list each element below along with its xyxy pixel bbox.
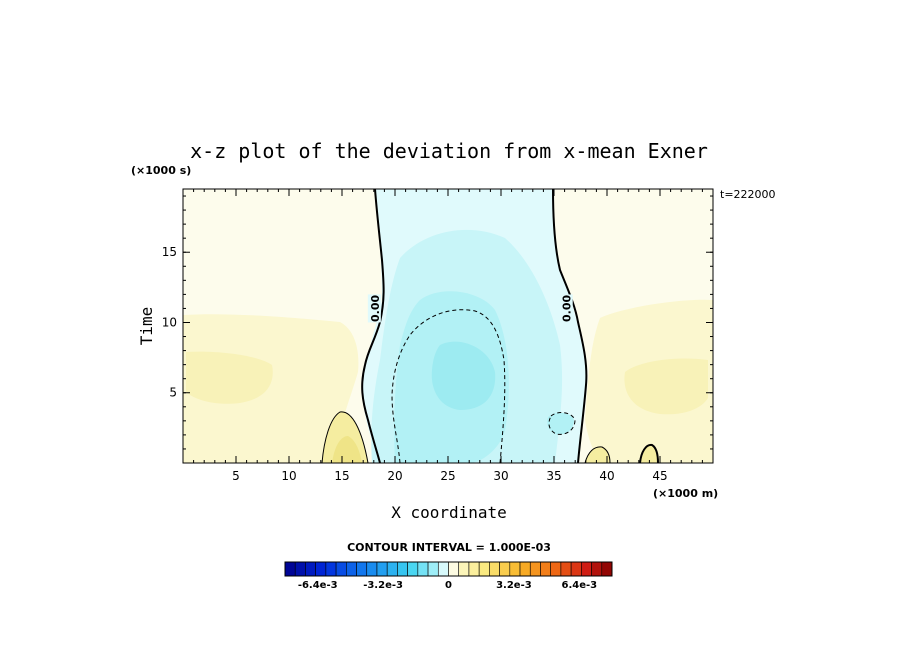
central-core — [431, 341, 496, 410]
positive-left-band — [183, 314, 359, 463]
chart-title: x-z plot of the deviation from x-mean Ex… — [190, 139, 708, 163]
colorbar — [284, 561, 613, 577]
colorbar-swatch — [335, 561, 347, 577]
colorbar-swatch — [489, 561, 500, 577]
y-tick-label: 10 — [162, 315, 177, 329]
x-tick-label: 45 — [652, 469, 667, 483]
colorbar-swatch — [458, 561, 470, 577]
plot-area — [183, 189, 713, 463]
colorbar-swatch — [550, 561, 562, 577]
colorbar-swatch — [407, 561, 419, 577]
contour-label: 0.00 — [559, 294, 574, 323]
neg-contour-small — [548, 412, 576, 435]
time-annotation: t=222000 — [720, 188, 776, 201]
colorbar-swatch — [581, 561, 592, 577]
colorbar-swatch — [356, 561, 368, 577]
colorbar-swatch — [570, 561, 582, 577]
colorbar-swatch — [519, 561, 531, 577]
x-tick-label: 25 — [440, 469, 455, 483]
colorbar-swatch — [601, 561, 613, 577]
positive-right-yellow — [624, 358, 708, 415]
colorbar-swatch — [376, 561, 388, 577]
colorbar-swatch — [346, 561, 357, 577]
colorbar-label: 0 — [445, 580, 452, 591]
colorbar-swatch — [417, 561, 429, 577]
x-tick-label: 5 — [232, 469, 240, 483]
x-tick-label: 10 — [281, 469, 296, 483]
y-axis-label: Time — [137, 307, 156, 346]
contour-label-bg — [559, 294, 573, 323]
contour-label: 0.00 — [367, 294, 382, 323]
colorbar-swatch — [591, 561, 603, 577]
colorbar-swatch — [448, 561, 460, 577]
x-tick-label: 15 — [334, 469, 349, 483]
contour-label-text: 0.00 — [561, 295, 574, 322]
colorbar-swatch — [366, 561, 378, 577]
contour-label-bg — [367, 294, 381, 323]
colorbar-swatch — [315, 561, 327, 577]
x-tick-label: 30 — [493, 469, 508, 483]
colorbar-label: 3.2e-3 — [496, 580, 532, 591]
colorbar-swatch — [305, 561, 316, 577]
colorbar-label: -6.4e-3 — [298, 580, 338, 591]
contour-interval-text: CONTOUR INTERVAL = 1.000E-03 — [347, 541, 551, 554]
right-negative-blob — [547, 412, 574, 435]
pos-contour-left-blob — [321, 411, 369, 463]
x-axis-ticks: 5 10 15 20 25 30 35 40 45 — [232, 189, 668, 483]
colorbar-swatch — [509, 561, 521, 577]
colorbar-swatch — [397, 561, 408, 577]
y-tick-label: 15 — [162, 245, 177, 259]
contour-label-text: 0.00 — [369, 295, 382, 322]
positive-left-blob-core — [332, 436, 362, 463]
colorbar-labels: -6.4e-3 -3.2e-3 0 3.2e-3 6.4e-3 — [298, 580, 597, 591]
x-axis-label: X coordinate — [391, 503, 507, 522]
x-tick-label: 40 — [599, 469, 614, 483]
colorbar-swatch — [427, 561, 439, 577]
pos-contour-right-blob — [584, 446, 611, 463]
neg-contour-center — [391, 309, 506, 463]
colorbar-swatch — [468, 561, 480, 577]
x-unit-label: (×1000 m) — [653, 487, 718, 500]
colorbar-label: -3.2e-3 — [363, 580, 403, 591]
colorbar-swatch — [529, 561, 541, 577]
positive-left-yellow — [186, 351, 273, 404]
colorbar-swatch — [386, 561, 398, 577]
colorbar-swatch — [284, 561, 296, 577]
contour-labels: 0.00 0.00 — [367, 294, 574, 323]
y-axis-ticks: 5 10 15 — [162, 245, 713, 400]
colorbar-swatch — [499, 561, 511, 577]
colorbar-frame — [284, 561, 613, 577]
colorbar-swatch — [437, 561, 449, 577]
minor-ticks — [183, 189, 713, 463]
colorbar-swatch — [294, 561, 306, 577]
pos-contour-far-right-blob — [639, 443, 659, 463]
zero-contour-left — [361, 189, 385, 463]
y-unit-label: (×1000 s) — [131, 164, 191, 177]
zero-contour-right — [552, 189, 588, 463]
colorbar-swatch — [560, 561, 572, 577]
y-tick-label: 5 — [169, 386, 177, 400]
colorbar-swatch — [325, 561, 337, 577]
x-tick-label: 20 — [387, 469, 402, 483]
colorbar-swatch — [540, 561, 551, 577]
small-cyan-spot — [520, 422, 535, 437]
colorbar-swatch — [478, 561, 490, 577]
colorbar-label: 6.4e-3 — [561, 580, 597, 591]
x-tick-label: 35 — [546, 469, 561, 483]
